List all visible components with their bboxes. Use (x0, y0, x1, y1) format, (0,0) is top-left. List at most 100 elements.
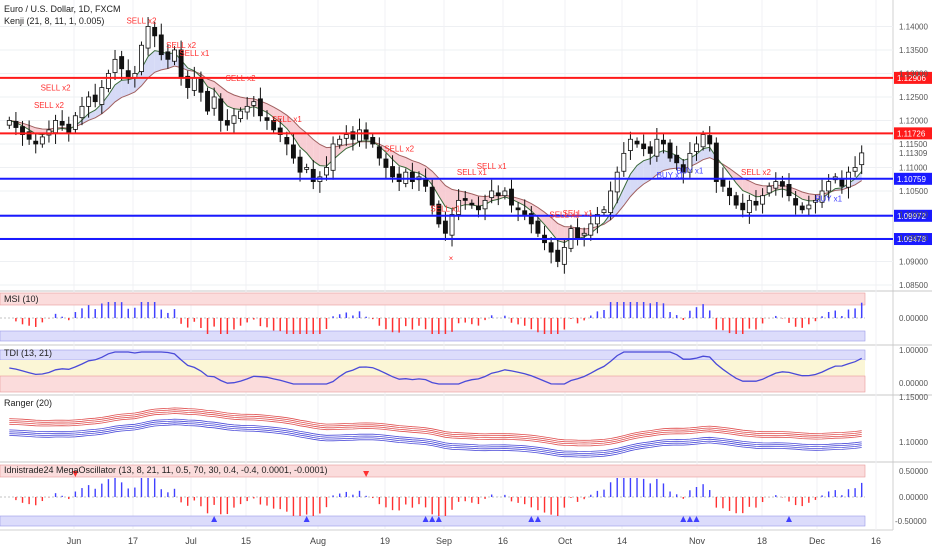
price-tick-label: 1.10500 (899, 187, 928, 196)
candle-body (555, 249, 561, 262)
candle-body (257, 98, 263, 117)
candle-body (654, 138, 660, 157)
ranger-band-line (9, 407, 862, 441)
osc-axis-mid: 0.00000 (899, 493, 928, 502)
candle-body (614, 171, 620, 193)
candle-body (224, 120, 230, 126)
candle-body (852, 167, 858, 172)
osc-buy-arrow (693, 516, 700, 522)
ranger-band-line (9, 422, 862, 456)
time-tick-label: Dec (809, 536, 826, 546)
candle-body (707, 135, 713, 145)
ranger-axis-top: 1.15000 (899, 393, 928, 402)
level-price-label: 1.09478 (897, 235, 926, 244)
candle-body (383, 158, 389, 168)
sell-signal-label: SELL x1 (457, 168, 487, 177)
level-price-label: 1.12906 (897, 74, 926, 83)
candle-body (667, 142, 673, 159)
ribbon-segment (134, 68, 142, 93)
tdi-pane-title: TDI (13, 21) (4, 348, 52, 358)
price-tick-label: 1.09000 (899, 257, 928, 266)
candle-body (238, 110, 244, 119)
candle-body (509, 188, 514, 206)
time-tick-label: Jul (185, 536, 197, 546)
sell-signal-label: SELL x1 (563, 209, 593, 218)
ribbon-segment (643, 158, 651, 185)
indicator-title: Kenji (21, 8, 11, 1, 0.005) (4, 16, 104, 26)
tdi-line (9, 351, 862, 385)
horizontal-levels: 1.12906 1.11726 1.10759 1.09972 1.09478 1.113… (0, 71, 932, 246)
candle-body (330, 143, 336, 171)
candle-body (324, 167, 329, 176)
osc-buy-arrow (680, 516, 687, 522)
candle-body (779, 181, 785, 187)
level-price-label: 1.09972 (897, 212, 926, 221)
slow-ma-line (9, 65, 862, 230)
sell-signal-label: SELL x2 (34, 101, 64, 110)
level-price-tag (894, 71, 932, 84)
candle-body (99, 87, 105, 105)
level-price-tag (894, 233, 932, 246)
candle-body (522, 210, 528, 215)
time-tick-label: 17 (128, 536, 138, 546)
sell-signal-label: SELL x2 (741, 168, 771, 177)
ribbon-segment (227, 91, 234, 109)
indicator-panes: 0.00000 1.00000 0.00000 1.15000 1.10000 0.500… (0, 292, 928, 527)
osc-upper-band (0, 464, 866, 478)
ribbon-segment (319, 144, 327, 167)
osc-buy-arrow (211, 516, 218, 522)
candle-body (773, 181, 779, 189)
candle-body (449, 214, 455, 236)
ranger-pane-title: Ranger (20) (4, 398, 52, 408)
ribbon-segment (418, 162, 426, 177)
candle-body (244, 105, 250, 113)
candle-body (310, 168, 316, 182)
candle-body (277, 127, 283, 135)
candle-body (680, 164, 686, 173)
candle-body (350, 131, 356, 140)
time-tick-label: 19 (380, 536, 390, 546)
time-tick-label: 18 (757, 536, 767, 546)
cross-marker: × (449, 254, 454, 263)
sell-signal-label: SELL x1 (179, 49, 209, 58)
ribbon-segment (742, 178, 750, 194)
candle-body (859, 152, 865, 166)
price-tick-label: 1.13500 (899, 46, 928, 55)
ranger-band-line (9, 409, 862, 443)
candle-body (627, 138, 633, 151)
sell-signal-label: SELL x1 (549, 210, 579, 219)
price-candles (6, 17, 865, 274)
osc-axis-top: 0.50000 (899, 467, 928, 476)
candle-body (588, 223, 594, 236)
osc-sell-arrow (363, 471, 370, 477)
candle-body (793, 198, 799, 206)
ribbon-segment (313, 139, 320, 166)
candle-body (92, 94, 98, 103)
candle-body (218, 98, 224, 121)
msi-axis-label: 0.00000 (899, 314, 928, 323)
candle-body (145, 26, 151, 49)
ranger-band-line (9, 424, 862, 458)
osc-buy-arrow (435, 516, 442, 522)
msi-upper-band (0, 292, 866, 306)
ribbon-segment (81, 113, 89, 124)
ribbon-segment (286, 115, 294, 137)
candle-body (495, 192, 501, 197)
ranger-band-line (9, 411, 862, 445)
candle-body (119, 56, 125, 70)
osc-sell-arrow (72, 471, 79, 477)
ribbon-segment (703, 147, 710, 160)
candle-body (634, 140, 640, 145)
ribbon-segment (267, 103, 274, 118)
ribbon-segment (630, 165, 638, 197)
level-price-tag (894, 172, 932, 185)
osc-buy-arrow (534, 516, 541, 522)
level-price-tag (894, 209, 932, 222)
candle-body (535, 220, 541, 234)
price-tick-label: 1.08500 (899, 281, 928, 290)
sell-signal-label: SELL x2 (384, 145, 414, 154)
candle-body (13, 121, 19, 128)
ribbon-segment (755, 184, 763, 197)
